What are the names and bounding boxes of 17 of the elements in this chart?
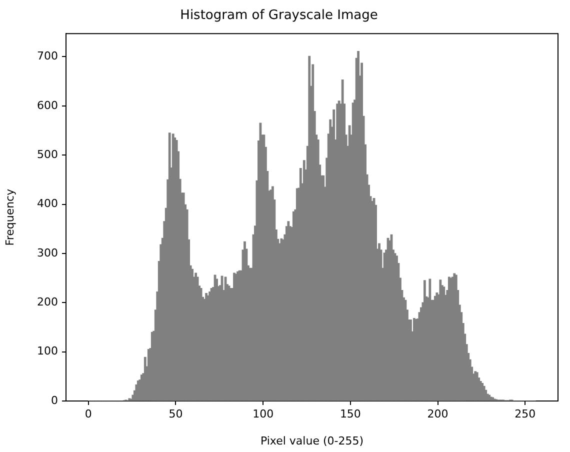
x-tick-label: 0 xyxy=(84,407,92,420)
y-tick-label: 200 xyxy=(37,295,58,308)
x-tick-label: 100 xyxy=(252,407,274,420)
x-tick-label: 250 xyxy=(514,407,536,420)
chart-title: Histogram of Grayscale Image xyxy=(180,8,378,24)
x-tick-label: 200 xyxy=(427,407,448,420)
y-axis-title: Frequency xyxy=(3,188,16,246)
x-tick-label: 150 xyxy=(340,407,361,420)
y-tick-label: 500 xyxy=(37,148,58,161)
y-tick-label: 600 xyxy=(37,98,58,112)
y-tick-label: 100 xyxy=(37,344,58,358)
x-tick-label: 50 xyxy=(168,407,183,420)
y-tick-label: 0 xyxy=(51,394,58,407)
y-tick-label: 300 xyxy=(37,246,58,260)
y-tick-label: 700 xyxy=(37,50,58,63)
x-axis-title: Pixel value (0-255) xyxy=(260,434,364,448)
y-tick-label: 400 xyxy=(37,197,58,210)
